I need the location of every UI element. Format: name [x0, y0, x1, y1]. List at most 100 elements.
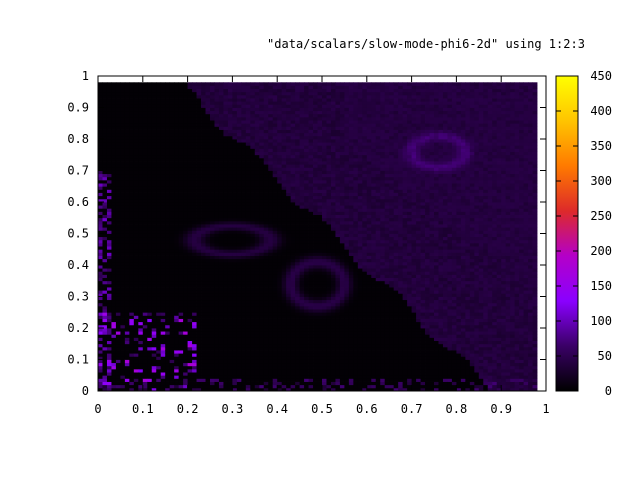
heatmap-cell: [317, 293, 323, 297]
heatmap-cell: [250, 154, 256, 159]
heatmap-cell: [313, 265, 318, 269]
heatmap-cell: [286, 359, 292, 364]
heatmap-cell: [120, 157, 126, 162]
heatmap-cell: [317, 315, 323, 319]
heatmap-cell: [236, 277, 242, 282]
heatmap-cell: [272, 217, 278, 222]
heatmap-cell: [299, 217, 305, 222]
heatmap-cell: [304, 186, 309, 190]
heatmap-cell: [272, 82, 278, 86]
heatmap-cell: [241, 170, 247, 175]
heatmap-cell: [156, 183, 162, 187]
heatmap-cell: [241, 309, 247, 313]
heatmap-cell: [133, 205, 139, 209]
heatmap-cell: [156, 321, 162, 326]
heatmap-cell: [138, 186, 144, 190]
heatmap-cell: [187, 167, 193, 171]
heatmap-cell: [299, 249, 305, 253]
heatmap-cell: [196, 236, 202, 241]
heatmap-cell: [304, 283, 309, 288]
heatmap-cell: [272, 186, 278, 190]
heatmap-cell: [106, 343, 112, 348]
heatmap-cell: [232, 356, 238, 360]
heatmap-cell: [160, 362, 166, 367]
heatmap-cell: [263, 356, 269, 360]
heatmap-cell: [111, 236, 117, 241]
heatmap-cell: [201, 350, 206, 354]
heatmap-cell: [151, 195, 157, 200]
heatmap-cell: [241, 94, 247, 99]
heatmap-cell: [214, 277, 220, 282]
heatmap-cell: [254, 107, 260, 112]
heatmap-cell: [232, 312, 238, 316]
heatmap-cell: [201, 343, 206, 348]
heatmap-cell: [115, 287, 121, 291]
heatmap-cell: [299, 277, 305, 282]
heatmap-cell: [227, 387, 233, 391]
heatmap-cell: [178, 362, 184, 367]
heatmap-cell: [133, 91, 139, 96]
heatmap-cell: [205, 154, 211, 159]
heatmap-cell: [133, 343, 139, 348]
heatmap-cell: [192, 170, 197, 175]
heatmap-cell: [313, 249, 318, 253]
heatmap-cell: [120, 346, 126, 351]
heatmap-cell: [169, 353, 175, 357]
heatmap-cell: [236, 378, 242, 382]
heatmap-cell: [299, 195, 305, 200]
heatmap-cell: [299, 132, 305, 137]
heatmap-cell: [299, 242, 305, 247]
heatmap-cell: [259, 318, 265, 323]
heatmap-cell: [317, 252, 323, 256]
heatmap-cell: [133, 255, 139, 260]
heatmap-cell: [281, 145, 287, 149]
heatmap-cell: [263, 202, 269, 206]
heatmap-cell: [263, 328, 269, 332]
heatmap-cell: [120, 217, 126, 222]
heatmap-cell: [236, 189, 242, 193]
heatmap-cell: [98, 346, 103, 351]
heatmap-cell: [124, 179, 130, 184]
heatmap-cell: [322, 378, 327, 382]
heatmap-cell: [241, 142, 247, 146]
heatmap-cell: [259, 148, 265, 152]
heatmap-cell: [308, 154, 314, 159]
heatmap-cell: [133, 211, 139, 215]
heatmap-cell: [281, 217, 287, 222]
heatmap-cell: [129, 224, 135, 228]
heatmap-cell: [299, 372, 305, 376]
heatmap-cell: [245, 384, 251, 389]
heatmap-cell: [268, 202, 274, 206]
heatmap-cell: [201, 265, 206, 269]
heatmap-cell: [214, 246, 220, 250]
heatmap-cell: [322, 280, 327, 285]
heatmap-cell: [147, 110, 153, 115]
heatmap-cell: [102, 312, 108, 316]
heatmap-cell: [263, 233, 269, 238]
heatmap-cell: [263, 296, 269, 301]
heatmap-cell: [106, 113, 112, 118]
heatmap-cell: [133, 88, 139, 93]
heatmap-cell: [160, 148, 166, 152]
heatmap-cell: [295, 350, 300, 354]
heatmap-cell: [308, 258, 314, 263]
heatmap-cell: [178, 375, 184, 379]
heatmap-cell: [317, 236, 323, 241]
heatmap-cell: [299, 211, 305, 215]
heatmap-cell: [281, 365, 287, 370]
heatmap-cell: [133, 120, 139, 124]
heatmap-cell: [120, 186, 126, 190]
heatmap-cell: [102, 224, 108, 228]
heatmap-cell: [124, 230, 130, 234]
heatmap-cell: [174, 157, 180, 162]
heatmap-cell: [138, 183, 144, 187]
heatmap-cell: [111, 142, 117, 146]
heatmap-cell: [304, 164, 309, 168]
heatmap-cell: [151, 205, 157, 209]
heatmap-cell: [299, 85, 305, 89]
heatmap-cell: [124, 98, 130, 102]
heatmap-cell: [322, 384, 327, 389]
heatmap-cell: [165, 328, 171, 332]
heatmap-cell: [115, 353, 121, 357]
heatmap-cell: [151, 346, 157, 351]
